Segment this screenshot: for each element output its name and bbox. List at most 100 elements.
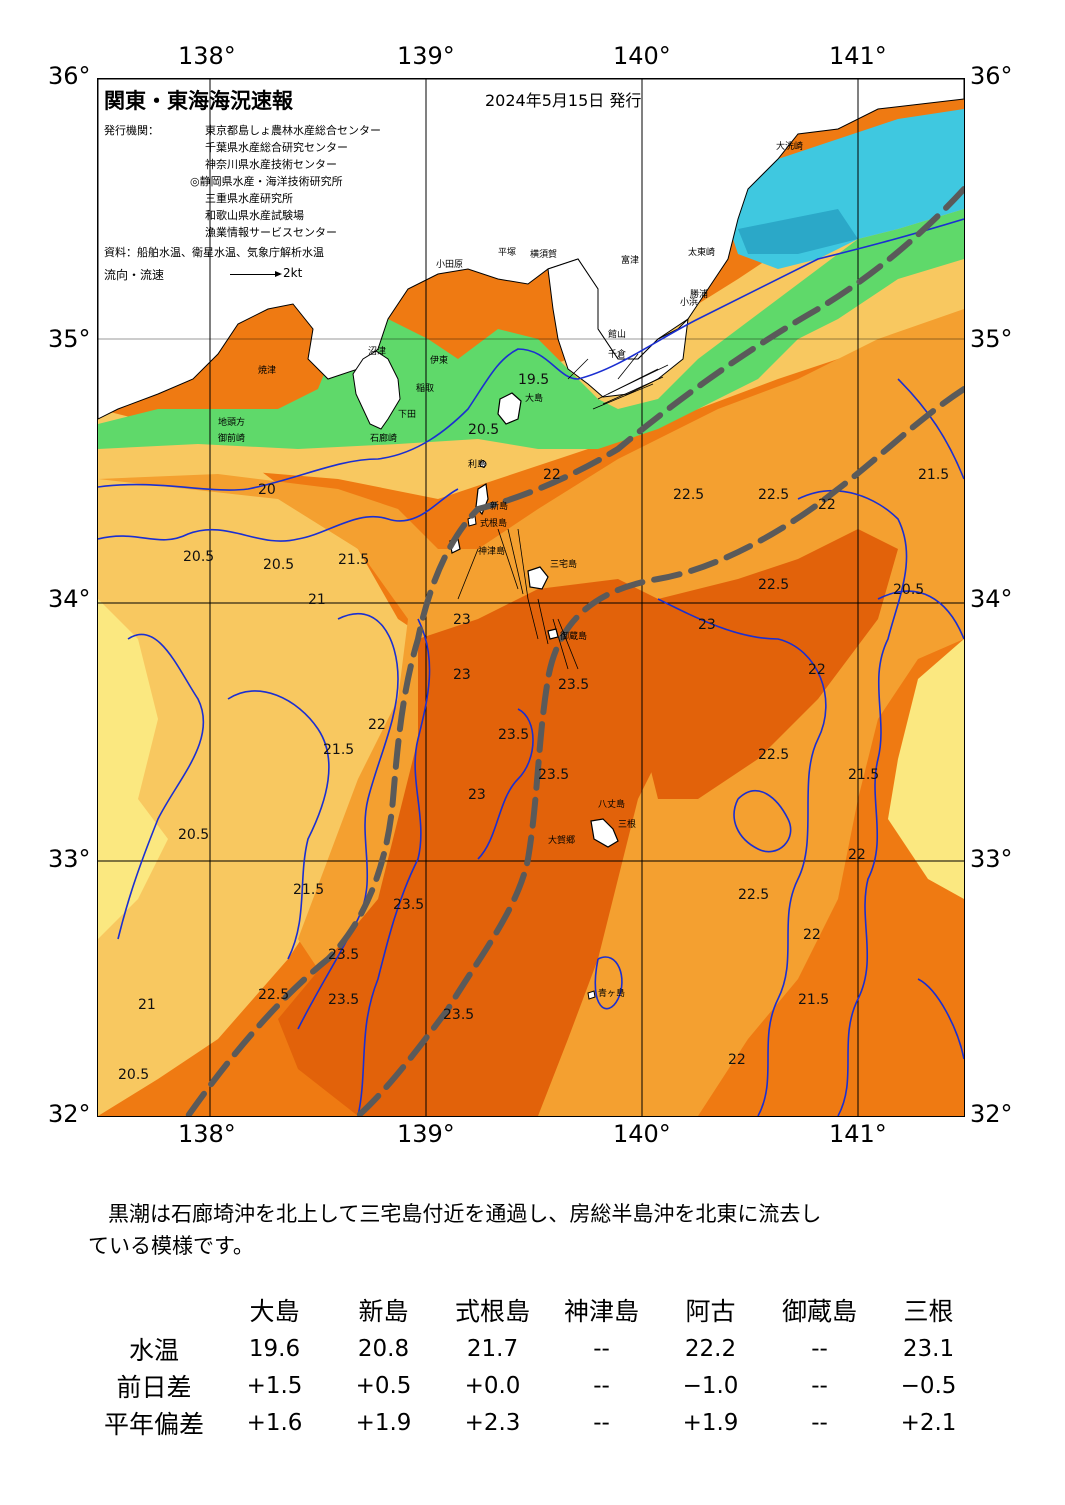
- place-toshima: 利島: [468, 458, 486, 470]
- table-cell: --: [811, 1372, 828, 1399]
- table-cell: 22.2: [684, 1335, 737, 1362]
- place-inatori: 稲取: [416, 382, 434, 394]
- zone-warm-core: [278, 579, 718, 1116]
- table-cell: +1.9: [682, 1409, 739, 1436]
- table-cell: --: [593, 1409, 610, 1436]
- col-header: 大島: [249, 1297, 300, 1326]
- org-item: ◎静岡県水産・海洋技術研究所: [190, 175, 343, 188]
- org-item: 東京都島しょ農林水産総合センター: [205, 124, 381, 137]
- zone-cool-west: [98, 409, 428, 1116]
- data-source: 資料：船舶水温、衛星水温、気象庁解析水温: [104, 246, 324, 259]
- iso-label-22-5c: 22.5: [758, 577, 789, 593]
- org-item: 和歌山県水産試験場: [205, 209, 304, 222]
- lat-label-right-32: 32°: [970, 1100, 1013, 1128]
- iso-label-20-5a: 20.5: [183, 549, 214, 565]
- table-cell: +0.0: [464, 1372, 521, 1399]
- table-cell: 21.7: [466, 1335, 519, 1362]
- place-oshima: 大島: [525, 392, 543, 404]
- table-corner: [88, 1290, 220, 1330]
- situation-comment: 黒潮は石廊埼沖を北上して三宅島付近を通過し、房総半島沖を北東に流去し ている模様…: [88, 1198, 1008, 1262]
- lon-label-top-139: 139°: [397, 42, 455, 70]
- place-miyakejima: 三宅島: [550, 558, 577, 570]
- col-header: 阿古: [685, 1297, 736, 1326]
- iso-label-21-5a: 21.5: [338, 552, 369, 568]
- table-cell: −1.0: [682, 1372, 739, 1399]
- iso-label-23-5f: 23.5: [328, 992, 359, 1008]
- lat-label-left-32: 32°: [48, 1100, 91, 1128]
- lat-label-right-33: 33°: [970, 845, 1013, 873]
- table-cell: +1.5: [246, 1372, 303, 1399]
- kuroshio-axis: [185, 186, 964, 1116]
- iso-label-23d: 23: [468, 787, 486, 803]
- island-miyakejima: [527, 566, 549, 590]
- iso-label-22b: 22: [818, 497, 836, 513]
- col-header: 新島: [358, 1297, 409, 1326]
- comment-line-1: 黒潮は石廊埼沖を北上して三宅島付近を通過し、房総半島沖を北東に流去し: [108, 1202, 822, 1226]
- place-okago: 大賀郷: [548, 834, 575, 846]
- sea-temperature-map: 20.5 21.5 20.5 21 20 19.5 20.5 22 22.5 2…: [97, 78, 965, 1117]
- iso-label-21-5b: 21.5: [918, 467, 949, 483]
- place-shimoda: 下田: [398, 409, 416, 420]
- org-item: 三重県水産研究所: [205, 192, 293, 205]
- table-cell: +0.5: [355, 1372, 412, 1399]
- iso-label-21-5e: 21.5: [293, 882, 324, 898]
- map-canvas: 20.5 21.5 20.5 21 20 19.5 20.5 22 22.5 2…: [98, 79, 964, 1116]
- issue-date: 2024年5月15日 発行: [485, 91, 642, 110]
- place-chikura: 千倉: [608, 348, 626, 360]
- place-oaraizaki: 大洗崎: [776, 140, 803, 152]
- iso-label-23c: 23: [453, 667, 471, 683]
- lon-label-bottom-141: 141°: [829, 1120, 887, 1148]
- iso-label-23-5g: 23.5: [443, 1007, 474, 1023]
- iso-label-22-5b: 22.5: [758, 487, 789, 503]
- iso-label-22d: 22: [368, 717, 386, 733]
- lat-label-left-33: 33°: [48, 845, 91, 873]
- flow-scale-value: 2kt: [283, 266, 303, 280]
- table-row: 水温 19.6 20.8 21.7 -- 22.2 -- 23.1: [88, 1330, 983, 1367]
- island-hachijojima: [590, 818, 619, 848]
- island-oshima: [497, 392, 522, 425]
- table-cell: +1.6: [246, 1409, 303, 1436]
- col-header: 三根: [903, 1297, 954, 1326]
- iso-label-22-5d: 22.5: [758, 747, 789, 763]
- place-futtsu: 富津: [621, 254, 639, 266]
- place-katsuura: 勝浦: [690, 288, 708, 300]
- table-cell: −0.5: [900, 1372, 957, 1399]
- place-odawara: 小田原: [436, 259, 463, 270]
- place-ito: 伊東: [430, 354, 448, 366]
- iso-label-21-5d: 21.5: [848, 767, 879, 783]
- place-niijima: 新島: [490, 500, 508, 512]
- place-mine: 三根: [618, 818, 636, 830]
- island-toshima: [479, 460, 487, 468]
- zone-cooler-east: [888, 639, 964, 899]
- col-header: 御蔵島: [781, 1297, 857, 1326]
- iso-label-22g: 22: [728, 1052, 746, 1068]
- iso-label-20-5c: 20.5: [468, 422, 499, 438]
- table-header-row: 大島 新島 式根島 神津島 阿古 御蔵島 三根: [88, 1290, 983, 1330]
- place-aogashima: 青ヶ島: [598, 987, 625, 999]
- island-aogashima: [587, 990, 596, 1000]
- lon-label-bottom-138: 138°: [178, 1120, 236, 1148]
- zone-warm-core-2: [638, 529, 898, 799]
- table-cell: +2.1: [900, 1409, 957, 1436]
- iso-label-23-5e: 23.5: [328, 947, 359, 963]
- place-hachijojima: 八丈島: [598, 798, 625, 810]
- iso-label-23b: 23: [453, 612, 471, 628]
- table-cell: 23.1: [902, 1335, 955, 1362]
- place-omaezaki: 御前崎: [218, 432, 245, 444]
- land-boso-peninsula: [547, 258, 689, 398]
- lat-label-right-35: 35°: [970, 325, 1013, 353]
- lon-label-bottom-140: 140°: [613, 1120, 671, 1148]
- lat-label-left-35: 35°: [48, 325, 91, 353]
- table-cell: 20.8: [357, 1335, 410, 1362]
- org-label: 発行機関：: [104, 124, 159, 137]
- table-cell: --: [811, 1335, 828, 1362]
- place-kozushima: 神津島: [478, 545, 505, 557]
- iso-label-20b: 20: [258, 482, 276, 498]
- iso-label-22a: 22: [543, 467, 561, 483]
- isotherm-label-layer: 20.5 21.5 20.5 21 20 19.5 20.5 22 22.5 2…: [118, 372, 949, 1083]
- page-title: 関東・東海海況速報: [104, 89, 293, 113]
- iso-label-21b: 21: [138, 997, 156, 1013]
- lon-label-top-140: 140°: [613, 42, 671, 70]
- table-cell: +1.9: [355, 1409, 412, 1436]
- place-yaizu: 焼津: [258, 365, 276, 376]
